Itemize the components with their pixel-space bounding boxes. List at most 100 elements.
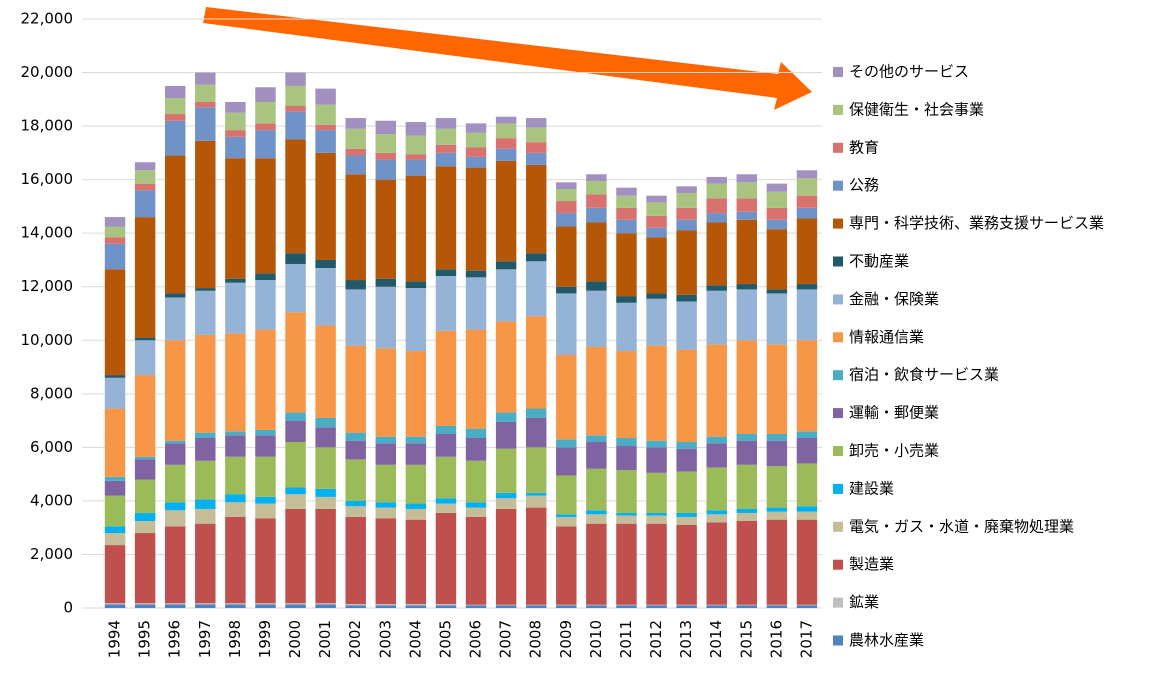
bar-segment	[104, 375, 126, 378]
bar-segment	[646, 345, 667, 441]
x-tick-label: 2015	[737, 620, 755, 658]
bar-segment	[435, 144, 457, 153]
bar-segment	[616, 604, 637, 606]
bar-segment	[495, 148, 517, 161]
bar-segment	[435, 166, 457, 270]
bar-segment	[465, 132, 487, 148]
bar-segment	[556, 189, 577, 202]
bar-segment	[405, 281, 427, 289]
bar-segment	[616, 187, 637, 196]
bar-segment	[586, 514, 607, 524]
bar-segment	[646, 604, 667, 606]
bar-segment	[104, 480, 126, 496]
bar-segment	[164, 120, 186, 156]
bar-segment	[495, 412, 517, 422]
bar-segment	[495, 269, 517, 322]
bar-segment	[736, 198, 758, 212]
bar-segment	[766, 219, 788, 230]
bar-segment	[435, 269, 457, 277]
bar-segment	[495, 160, 517, 262]
bar-segment	[345, 500, 366, 507]
bar-segment	[315, 427, 336, 448]
x-tick-label: 2012	[647, 620, 665, 658]
bar-segment	[225, 502, 246, 517]
bar-segment	[556, 201, 577, 214]
legend-swatch	[833, 446, 843, 456]
legend-label: 教育	[849, 138, 879, 156]
bar-segment	[164, 85, 186, 98]
legend-swatch	[833, 332, 843, 343]
bar-segment	[706, 285, 727, 291]
bar-segment	[465, 329, 487, 429]
bar-segment	[676, 294, 697, 302]
bar-segment	[525, 316, 547, 409]
bar-segment	[134, 183, 156, 191]
bar-segment	[405, 519, 427, 604]
bar-segment	[225, 278, 246, 283]
bar-segment	[255, 273, 276, 281]
bar-segment	[345, 506, 366, 517]
bar-segment	[345, 118, 366, 129]
bar-segment	[646, 447, 667, 473]
bar-segment	[465, 167, 487, 271]
bar-segment	[766, 605, 788, 608]
bar-segment	[616, 605, 637, 608]
bar-segment	[676, 525, 697, 605]
x-tick-label: 1994	[106, 620, 124, 658]
legend-label: 運輸・郵便業	[849, 404, 939, 422]
bar-segment	[375, 159, 397, 180]
bar-segment	[706, 605, 727, 608]
bar-segment	[225, 604, 246, 608]
bar-segment	[736, 605, 758, 608]
bar-segment	[525, 447, 547, 493]
bar-segment	[766, 433, 788, 441]
bar-segment	[586, 346, 607, 436]
bar-segment	[766, 511, 788, 520]
bar-segment	[495, 116, 517, 124]
bar-segment	[315, 417, 336, 428]
bar-segment	[796, 340, 818, 432]
bar-segment	[285, 312, 306, 413]
legend-label: 情報通信業	[849, 328, 924, 346]
bar-segment	[465, 156, 487, 168]
bar-segment	[345, 432, 366, 441]
legend-label: 金融・保険業	[849, 290, 939, 308]
bar-segment	[104, 243, 126, 270]
x-tick-label: 2010	[587, 620, 605, 658]
bar-segment	[345, 440, 366, 460]
bar-segment	[255, 435, 276, 457]
bar-segment	[225, 282, 246, 334]
bar-segment	[435, 503, 457, 513]
x-tick-label: 2005	[436, 620, 454, 658]
bar-segment	[616, 470, 637, 513]
bar-segment	[525, 118, 547, 128]
bar-segment	[285, 412, 306, 421]
legend-swatch	[833, 294, 843, 305]
x-tick-label: 2014	[707, 620, 725, 658]
legend-label: 鉱業	[849, 593, 879, 611]
legend-label: 不動産業	[849, 252, 909, 270]
legend-swatch	[833, 67, 843, 77]
bar-segment	[796, 511, 818, 520]
legend-label: 建設業	[849, 479, 894, 497]
bar-segment	[556, 604, 577, 606]
bar-segment	[706, 604, 727, 606]
bar-segment	[285, 420, 306, 443]
bar-segment	[465, 604, 487, 606]
x-tick-label: 2006	[467, 620, 485, 658]
bar-segment	[164, 293, 186, 298]
bar-segment	[345, 174, 366, 281]
bar-segment	[736, 284, 758, 290]
bar-segment	[616, 296, 637, 303]
bar-segment	[586, 207, 607, 223]
bar-segment	[525, 152, 547, 165]
bar-segment	[586, 222, 607, 282]
bar-segment	[556, 516, 577, 527]
bar-segment	[225, 435, 246, 457]
bar-segment	[435, 128, 457, 145]
y-tick-label: 22,000	[21, 10, 74, 28]
bar-segment	[435, 512, 457, 604]
bar-segment	[646, 472, 667, 513]
bar-segment	[796, 437, 818, 464]
x-tick-label: 1995	[136, 620, 154, 658]
